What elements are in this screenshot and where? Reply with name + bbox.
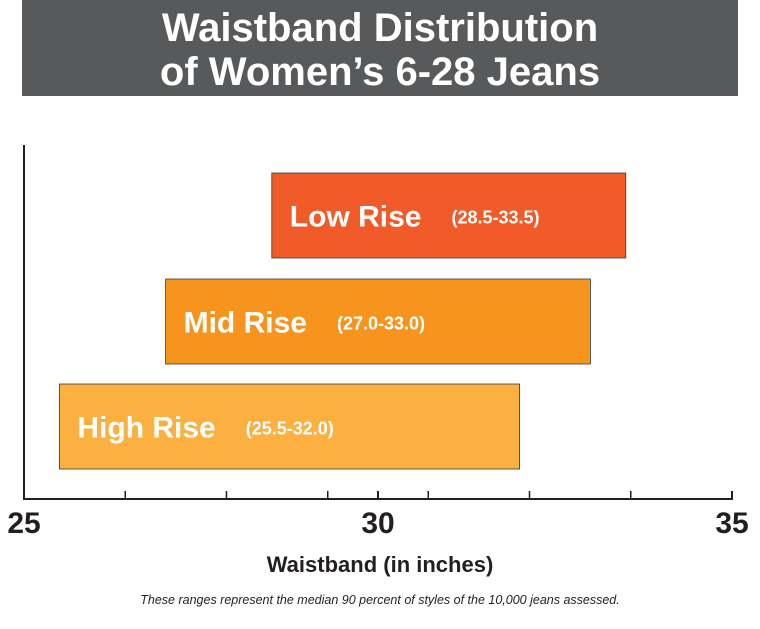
footnote: These ranges represent the median 90 per… (140, 593, 620, 607)
chart-title-line-2: of Women’s 6-28 Jeans (159, 50, 601, 94)
bar-label-2: High Rise (77, 412, 215, 445)
x-axis-label: Waistband (in inches) (266, 552, 494, 577)
x-tick-label-0: 25 (7, 507, 40, 540)
bar-low-rise (271, 172, 627, 259)
x-tick-label-1: 30 (361, 507, 394, 540)
chart-title-line-1: Waistband Distribution (161, 6, 599, 50)
bar-high-rise (59, 383, 521, 470)
bar-label-0: Low Rise (290, 201, 422, 234)
bar-label-1: Mid Rise (184, 307, 307, 340)
bar-range-label-2: (25.5-32.0) (246, 419, 334, 439)
x-tick-label-2: 35 (715, 507, 748, 540)
bar-range-label-0: (28.5-33.5) (452, 208, 540, 228)
bar-mid-rise (165, 278, 591, 365)
title-banner: Waistband Distribution of Women’s 6-28 J… (22, 0, 738, 96)
bar-range-label-1: (27.0-33.0) (337, 314, 425, 334)
